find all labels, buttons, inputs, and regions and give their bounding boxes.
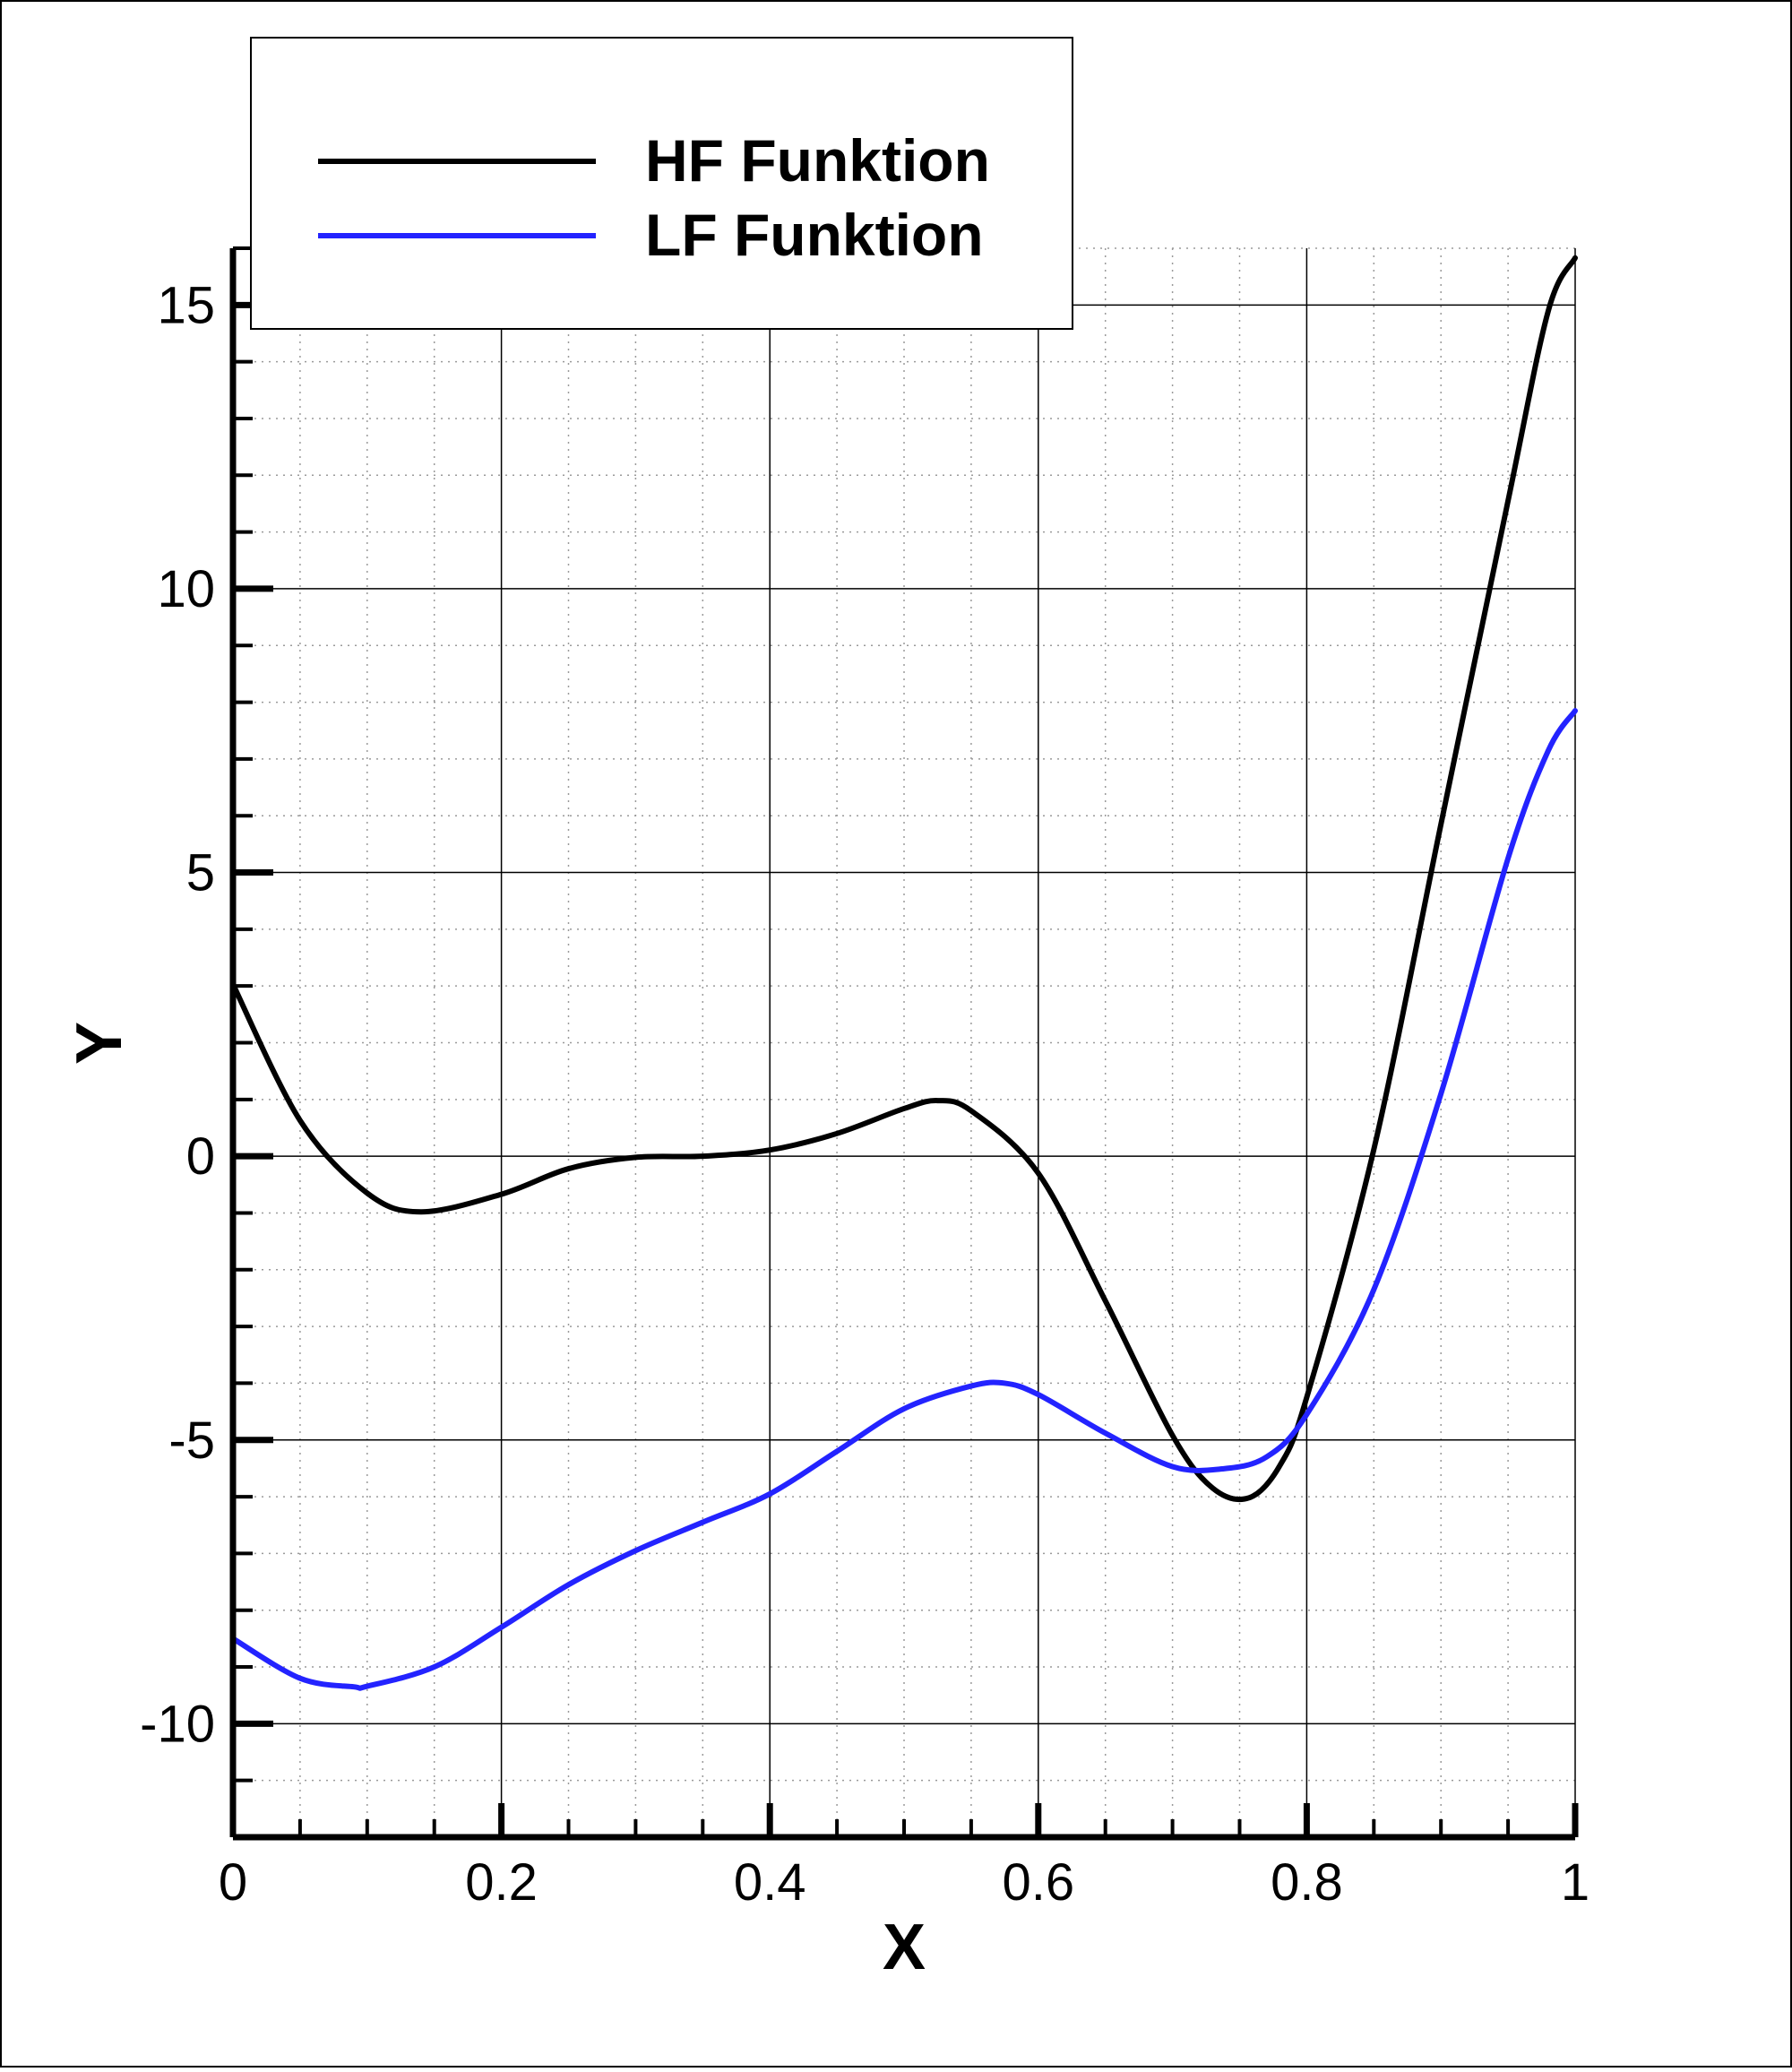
grid [233, 247, 1576, 1837]
series-line-hf [230, 255, 1578, 1503]
legend-label-lf: LF Funktion [645, 202, 984, 268]
y-tick-label: 15 [157, 276, 215, 334]
y-tick-label: 0 [186, 1127, 215, 1186]
series-line-lf [230, 708, 1578, 1691]
y-tick-label: -10 [140, 1695, 215, 1753]
x-axis-title: X [883, 1912, 926, 1983]
y-tick-label: 10 [157, 560, 215, 618]
legend-label-hf: HF Funktion [645, 127, 990, 194]
x-tick-label: 0.4 [734, 1853, 806, 1912]
x-tick-label: 0.2 [465, 1853, 538, 1912]
legend: HF Funktion LF Funktion [250, 37, 1073, 330]
legend-box [250, 37, 1073, 330]
y-axis-title: Y [64, 1022, 135, 1065]
x-tick-label: 0.6 [1002, 1853, 1074, 1912]
series-lines [230, 255, 1578, 1691]
y-tick-label: -5 [168, 1412, 215, 1470]
axes [229, 246, 1579, 1841]
tick-labels: 0 0.2 0.4 0.6 0.8 1 -10 -5 0 5 10 15 [140, 276, 1590, 1912]
x-tick-label: 1 [1561, 1853, 1590, 1912]
x-tick-label: 0.8 [1271, 1853, 1343, 1912]
y-tick-label: 5 [186, 844, 215, 902]
x-tick-label: 0 [219, 1853, 247, 1912]
